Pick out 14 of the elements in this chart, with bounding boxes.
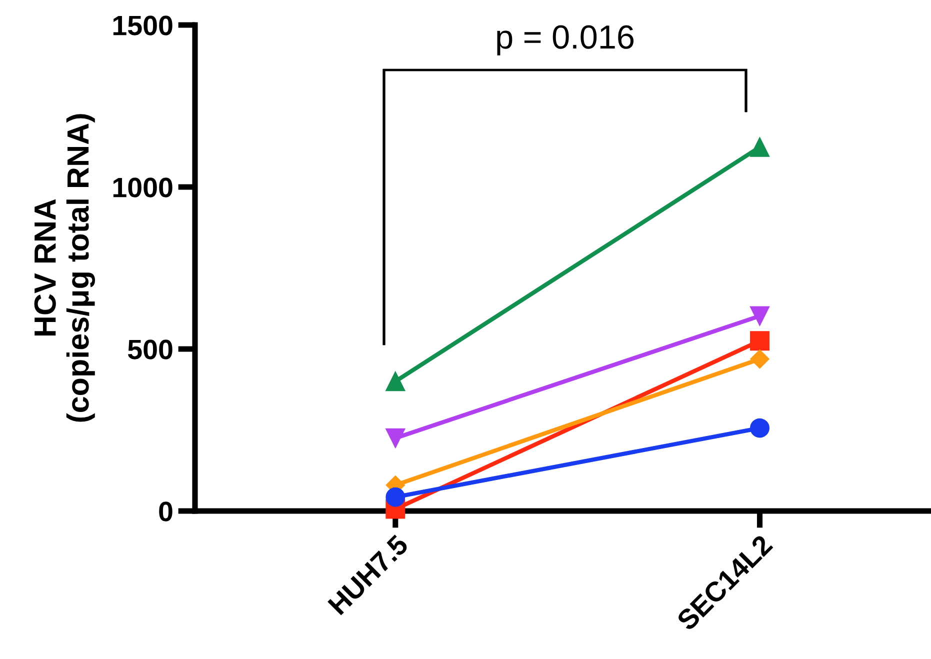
point xyxy=(386,428,406,448)
y-tick-label: 500 xyxy=(128,340,172,360)
point xyxy=(750,306,770,326)
point xyxy=(750,331,770,351)
y-tick-label: 0 xyxy=(159,502,172,522)
point xyxy=(386,372,406,392)
point xyxy=(750,350,770,369)
annotation: p = 0.016 xyxy=(497,25,634,56)
y-tick-label: 1500 xyxy=(113,16,172,36)
y-axis-title: HCV RNA (copies/μg total RNA) xyxy=(34,114,96,422)
point xyxy=(750,418,770,438)
point xyxy=(386,487,406,507)
point xyxy=(750,137,770,157)
y-tick-label: 1000 xyxy=(113,178,172,198)
